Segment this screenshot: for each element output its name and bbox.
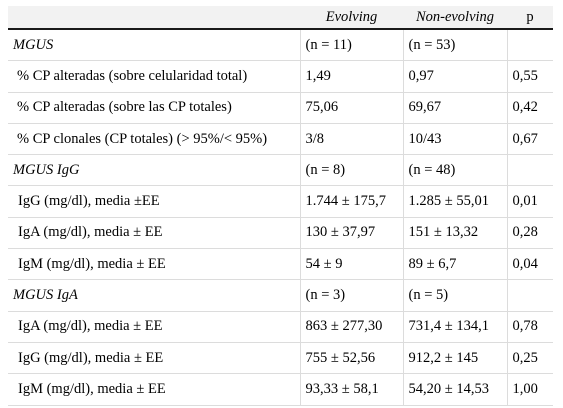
cell-p: 0,01 <box>507 185 553 218</box>
row-label: IgM (mg/dl), media ± EE <box>8 248 301 281</box>
table-row: % CP clonales (CP totales) (> 95%/< 95%)… <box>8 123 553 156</box>
row-label: IgA (mg/dl), media ± EE <box>8 217 301 250</box>
cell-evolving: 93,33 ± 58,1 <box>300 373 404 406</box>
cell-evolving: (n = 8) <box>300 154 404 187</box>
cell-non-evolving: (n = 48) <box>403 154 508 187</box>
table-row: IgM (mg/dl), media ± EE 93,33 ± 58,1 54,… <box>8 373 553 406</box>
cell-p: 0,67 <box>507 123 553 156</box>
cell-non-evolving: 731,4 ± 134,1 <box>403 311 508 343</box>
cell-p: 0,25 <box>507 342 553 375</box>
cell-p: 1,00 <box>507 373 553 406</box>
cell-non-evolving: 0,97 <box>403 60 508 93</box>
table-row: IgG (mg/dl), media ± EE 755 ± 52,56 912,… <box>8 342 553 375</box>
cell-non-evolving: 54,20 ± 14,53 <box>403 373 508 406</box>
cell-p <box>507 29 553 62</box>
row-label: % CP alteradas (sobre celularidad total) <box>8 60 301 93</box>
cell-evolving: 75,06 <box>300 92 404 124</box>
table-row-group: MGUS IgG (n = 8) (n = 48) <box>8 154 553 187</box>
data-table: Evolving Non-evolving p MGUS (n = 11) (n… <box>8 6 553 406</box>
cell-p: 0,04 <box>507 248 553 281</box>
cell-non-evolving: (n = 5) <box>403 279 508 312</box>
header-cell-evolving: Evolving <box>300 6 403 30</box>
cell-p: 0,28 <box>507 217 553 250</box>
row-label: MGUS IgG <box>8 154 301 187</box>
table-row: IgG (mg/dl), media ±EE 1.744 ± 175,7 1.2… <box>8 185 553 218</box>
row-label: % CP clonales (CP totales) (> 95%/< 95%) <box>8 123 301 156</box>
cell-p <box>507 154 553 187</box>
cell-evolving: 3/8 <box>300 123 404 156</box>
cell-p: 0,55 <box>507 60 553 93</box>
cell-evolving: 130 ± 37,97 <box>300 217 404 250</box>
table-row: IgA (mg/dl), media ± EE 130 ± 37,97 151 … <box>8 217 553 250</box>
cell-non-evolving: 89 ± 6,7 <box>403 248 508 281</box>
row-label: IgM (mg/dl), media ± EE <box>8 373 301 406</box>
table-row: IgM (mg/dl), media ± EE 54 ± 9 89 ± 6,7 … <box>8 248 553 281</box>
cell-non-evolving: 69,67 <box>403 92 508 124</box>
header-cell-label <box>8 6 300 30</box>
row-label: MGUS <box>8 29 301 62</box>
cell-evolving: 1.744 ± 175,7 <box>300 185 404 218</box>
table-header: Evolving Non-evolving p <box>8 6 553 30</box>
row-label: IgG (mg/dl), media ±EE <box>8 185 301 218</box>
row-label: IgA (mg/dl), media ± EE <box>8 311 301 343</box>
cell-p: 0,78 <box>507 311 553 343</box>
cell-non-evolving: 151 ± 13,32 <box>403 217 508 250</box>
header-cell-p: p <box>507 6 553 30</box>
cell-non-evolving: 1.285 ± 55,01 <box>403 185 508 218</box>
cell-non-evolving: 10/43 <box>403 123 508 156</box>
table-row-group: MGUS (n = 11) (n = 53) <box>8 29 553 62</box>
header-cell-non-evolving: Non-evolving <box>403 6 507 30</box>
cell-evolving: (n = 3) <box>300 279 404 312</box>
table-row-group: MGUS IgA (n = 3) (n = 5) <box>8 279 553 312</box>
row-label: % CP alteradas (sobre las CP totales) <box>8 92 301 124</box>
header-row: Evolving Non-evolving p <box>8 6 553 30</box>
cell-evolving: (n = 11) <box>300 29 404 62</box>
cell-evolving: 755 ± 52,56 <box>300 342 404 375</box>
table-body: MGUS (n = 11) (n = 53) % CP alteradas (s… <box>8 29 553 406</box>
cell-evolving: 863 ± 277,30 <box>300 311 404 343</box>
cell-evolving: 1,49 <box>300 60 404 93</box>
row-label: IgG (mg/dl), media ± EE <box>8 342 301 375</box>
cell-p: 0,42 <box>507 92 553 124</box>
cell-evolving: 54 ± 9 <box>300 248 404 281</box>
table-row: % CP alteradas (sobre las CP totales) 75… <box>8 92 553 124</box>
table-row: % CP alteradas (sobre celularidad total)… <box>8 60 553 93</box>
cell-p <box>507 279 553 312</box>
cell-non-evolving: 912,2 ± 145 <box>403 342 508 375</box>
cell-non-evolving: (n = 53) <box>403 29 508 62</box>
table-row: IgA (mg/dl), media ± EE 863 ± 277,30 731… <box>8 311 553 343</box>
row-label: MGUS IgA <box>8 279 301 312</box>
